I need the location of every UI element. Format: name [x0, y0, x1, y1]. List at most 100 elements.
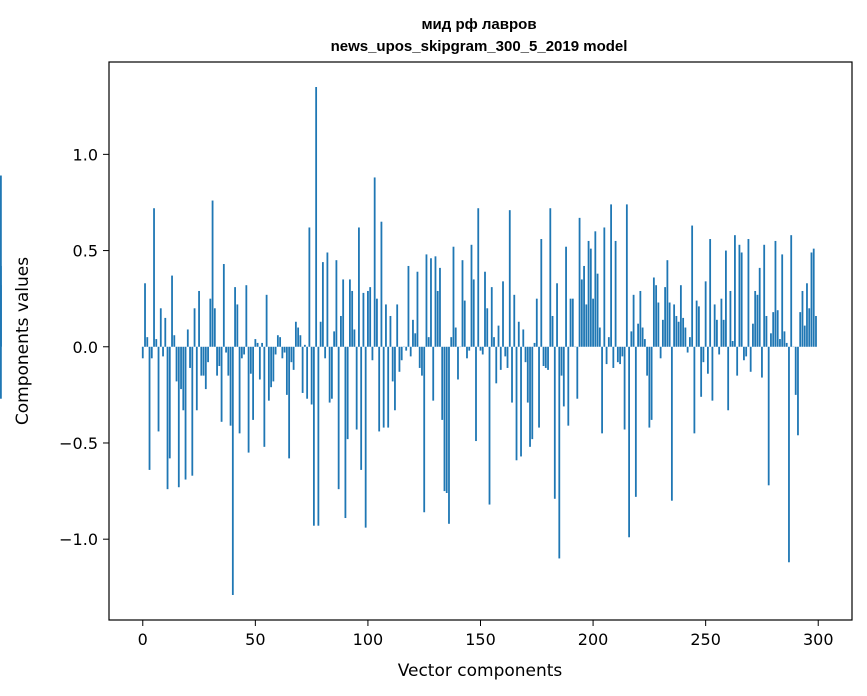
bar — [612, 346, 615, 368]
bar — [486, 308, 489, 347]
bar — [551, 315, 554, 347]
bar — [684, 327, 687, 347]
bar — [767, 346, 770, 486]
bar — [421, 346, 423, 376]
bar — [358, 227, 360, 347]
bar — [630, 331, 633, 347]
bar — [466, 346, 468, 359]
bar — [524, 346, 527, 363]
x-tick-label: 100 — [353, 630, 384, 649]
bar — [695, 300, 698, 347]
bar — [569, 298, 572, 347]
bar — [520, 346, 522, 457]
bar — [202, 346, 205, 376]
bar — [603, 227, 606, 347]
bar — [400, 346, 403, 361]
bar — [191, 346, 194, 476]
bar — [218, 346, 221, 367]
bar — [362, 292, 365, 347]
bar — [614, 240, 617, 347]
bar — [634, 346, 637, 497]
bar — [657, 302, 660, 347]
y-tick-label: 1.0 — [73, 145, 98, 164]
x-axis: 0 50 100 150 200 250 300 — [138, 620, 834, 649]
plot-frame — [108, 61, 853, 621]
bar — [765, 315, 768, 347]
bar — [758, 267, 761, 347]
bar — [364, 346, 367, 528]
x-tick-label: 250 — [690, 630, 721, 649]
bar — [490, 287, 493, 347]
bar — [382, 346, 385, 428]
bar — [576, 346, 579, 399]
bar — [195, 346, 198, 411]
bar — [752, 323, 754, 347]
bar — [351, 290, 354, 347]
bar — [625, 204, 628, 347]
bar — [761, 346, 763, 378]
bar — [538, 346, 540, 428]
bar — [529, 346, 531, 447]
bar — [396, 304, 399, 347]
bar — [274, 346, 277, 355]
bar — [452, 246, 455, 347]
bar — [200, 346, 203, 376]
bar — [209, 298, 212, 347]
bar — [148, 346, 151, 470]
bar — [166, 346, 169, 490]
bar — [423, 346, 426, 513]
bar — [256, 342, 259, 347]
y-tick-label: 0.5 — [73, 242, 98, 261]
x-axis-label: Vector components — [398, 661, 563, 681]
bar — [425, 254, 428, 347]
bar — [234, 287, 236, 347]
bar — [727, 346, 730, 411]
bar — [150, 346, 153, 359]
bar — [535, 298, 538, 347]
bar — [774, 240, 777, 347]
bar — [508, 210, 511, 347]
bar — [369, 287, 372, 347]
bar — [504, 346, 507, 357]
bar — [441, 346, 444, 420]
bar — [263, 346, 266, 447]
bar — [788, 346, 790, 563]
bar — [790, 235, 793, 347]
bar — [285, 346, 288, 395]
bar — [596, 273, 599, 347]
bar — [463, 300, 466, 347]
bar — [756, 294, 759, 347]
bar — [414, 333, 417, 347]
bar — [679, 285, 682, 347]
bar — [641, 327, 644, 347]
bar — [0, 175, 2, 347]
bar — [270, 346, 273, 388]
bar — [398, 346, 401, 372]
bar — [637, 323, 640, 347]
bar — [450, 337, 453, 347]
bar — [439, 267, 441, 347]
bar — [747, 239, 750, 347]
bar — [427, 337, 430, 347]
bar — [725, 250, 727, 347]
bar — [294, 321, 297, 347]
bar — [632, 294, 635, 347]
bar — [808, 308, 811, 347]
bar — [141, 346, 144, 359]
bar — [513, 294, 516, 347]
bar — [207, 346, 209, 363]
bar — [639, 290, 642, 347]
bar — [324, 346, 327, 359]
bar — [502, 281, 504, 347]
bar — [301, 346, 304, 393]
x-tick-label: 50 — [245, 630, 265, 649]
bar — [290, 346, 293, 363]
bar — [515, 346, 518, 461]
bar — [677, 321, 680, 347]
bar — [664, 287, 667, 347]
bar — [740, 252, 743, 347]
bar — [346, 346, 349, 440]
bar — [146, 337, 149, 347]
bar — [198, 290, 200, 347]
bar — [580, 279, 583, 347]
